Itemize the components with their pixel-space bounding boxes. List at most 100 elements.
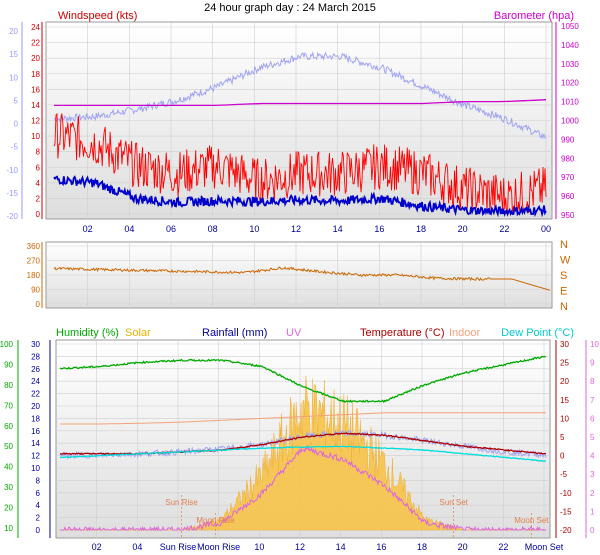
hum-tick-label: 50 (4, 442, 13, 451)
rain-tick-label: 26 (31, 365, 40, 374)
rain-tick-label: 6 (36, 489, 41, 498)
panel1-left-title: Windspeed (kts) (58, 10, 137, 22)
temp-right-tick-label: 10 (560, 414, 569, 423)
panel3-annotations: Sun Rise Moon Rise Sun Set Moon Set (165, 495, 549, 538)
hum-tick-label: 80 (4, 381, 13, 390)
x-tick-label: 14 (333, 224, 343, 234)
temp-tick-label: 5 (14, 96, 19, 105)
wind-direction-line (53, 266, 551, 291)
temp-tick-label: -20 (6, 212, 18, 221)
hum-tick-label: 70 (4, 401, 13, 410)
temp-right-tick-label: -15 (560, 507, 572, 516)
x-tick-label: 04 (132, 542, 142, 552)
x-tick-label: 14 (336, 542, 346, 552)
hum-tick-label: 90 (4, 360, 13, 369)
legend-dewpoint: Dew Point (°C) (501, 327, 574, 339)
x-tick-label: Sun Rise (160, 542, 197, 552)
panel1-axes: 024681012141618202224-20-15-10-505101520… (6, 22, 579, 234)
annotation-label: Moon Rise (196, 516, 235, 525)
baro-tick-label: 1000 (561, 117, 579, 126)
x-tick-label: 20 (458, 224, 468, 234)
wind-tick-label: 10 (31, 132, 40, 141)
chart-title: 24 hour graph day : 24 March 2015 (204, 2, 376, 14)
wind-tick-label: 22 (31, 39, 40, 48)
legend-solar: Solar (125, 327, 151, 339)
hum-tick-label: 30 (4, 483, 13, 492)
panel1-right-title: Barometer (hpa) (494, 10, 574, 22)
dir-tick-label: 180 (27, 271, 41, 280)
x-tick-label: 20 (458, 542, 468, 552)
baro-tick-label: 960 (561, 192, 575, 201)
compass-label: W (560, 255, 571, 267)
x-tick-label: 12 (295, 542, 305, 552)
baro-tick-label: 1020 (561, 79, 579, 88)
temp-right-tick-label: 0 (560, 452, 565, 461)
hum-tick-label: 10 (4, 524, 13, 533)
temp-right-tick-label: 15 (560, 396, 569, 405)
temp-tick-label: 0 (14, 120, 19, 129)
panel3-axes: 0246810121416182022242628301020304050607… (0, 340, 599, 552)
uv-tick-label: 0 (590, 526, 595, 535)
rain-tick-label: 22 (31, 390, 40, 399)
legend-temperature: Temperature (°C) (360, 327, 444, 339)
uv-tick-label: 10 (590, 340, 599, 349)
temp-tick-label: -15 (6, 189, 18, 198)
panel1-series (53, 51, 547, 218)
uv-tick-label: 9 (590, 359, 595, 368)
baro-tick-label: 1030 (561, 60, 579, 69)
wind-tick-label: 18 (31, 70, 40, 79)
compass-label: S (560, 270, 567, 282)
compass-label: N (560, 239, 568, 251)
hum-tick-label: 60 (4, 422, 13, 431)
wind-tick-label: 24 (31, 23, 40, 32)
rain-tick-label: 14 (31, 439, 40, 448)
barometer-line (54, 99, 547, 107)
compass-label: N (560, 301, 568, 313)
temp-line (53, 51, 547, 140)
wind-tick-label: 2 (36, 194, 41, 203)
panel3-series (59, 355, 547, 532)
rain-tick-label: 24 (31, 377, 40, 386)
panel2-series (53, 266, 551, 291)
uv-tick-label: 5 (590, 433, 595, 442)
temp-right-tick-label: -10 (560, 489, 572, 498)
baro-tick-label: 1040 (561, 41, 579, 50)
wind-tick-label: 0 (36, 210, 41, 219)
dir-tick-label: 0 (36, 300, 41, 309)
dir-tick-label: 270 (27, 257, 41, 266)
baro-tick-label: 950 (561, 211, 575, 220)
x-tick-label: 10 (249, 224, 259, 234)
temp-right-tick-label: 20 (560, 377, 569, 386)
wind-tick-label: 4 (36, 179, 41, 188)
wind-tick-label: 16 (31, 85, 40, 94)
baro-tick-label: 980 (561, 154, 575, 163)
x-tick-label: 06 (166, 224, 176, 234)
uv-tick-label: 8 (590, 377, 595, 386)
wind-tick-label: 8 (36, 148, 41, 157)
x-tick-label: 10 (254, 542, 264, 552)
rain-tick-label: 20 (31, 402, 40, 411)
hum-tick-label: 40 (4, 463, 13, 472)
x-tick-label: 16 (374, 224, 384, 234)
rain-tick-label: 16 (31, 427, 40, 436)
uv-line (60, 444, 546, 532)
annotation-label: Moon Set (514, 516, 549, 525)
temp-tick-label: 20 (9, 27, 18, 36)
baro-tick-label: 990 (561, 135, 575, 144)
wind-tick-label: 20 (31, 54, 40, 63)
temp-noise-line (59, 429, 547, 460)
uv-tick-label: 3 (590, 470, 595, 479)
uv-tick-label: 4 (590, 452, 595, 461)
x-tick-label: 22 (499, 224, 509, 234)
x-tick-label: 02 (83, 224, 93, 234)
dewpoint-line (59, 445, 546, 462)
temp-tick-label: 15 (9, 50, 18, 59)
temp-right-tick-label: -5 (560, 470, 568, 479)
x-tick-label: Moon Set (525, 542, 564, 552)
avg-wind-line (53, 175, 547, 218)
compass-label: E (560, 286, 567, 298)
temp-right-tick-label: 5 (560, 433, 565, 442)
uv-tick-label: 1 (590, 507, 595, 516)
baro-tick-label: 1050 (561, 22, 579, 31)
